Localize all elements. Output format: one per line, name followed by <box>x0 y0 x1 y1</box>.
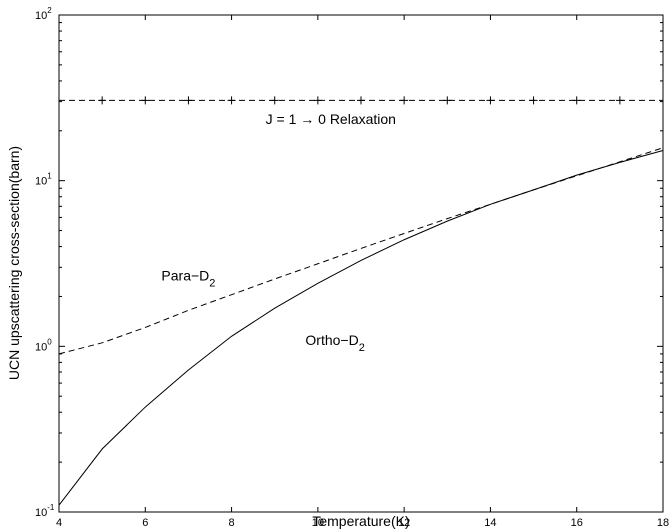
y-tick-base: 10 <box>35 341 47 353</box>
series-group <box>58 99 664 506</box>
x-axis-label: Temperature(K) <box>312 513 409 529</box>
para-d2-line <box>58 147 664 355</box>
plus-marker <box>529 96 538 105</box>
x-tick-label: 16 <box>571 517 583 529</box>
x-tick-label: 18 <box>657 517 669 529</box>
relaxation-post: 0 Relaxation <box>314 111 396 127</box>
plus-marker <box>400 96 409 105</box>
y-tick-exponent: 2 <box>47 6 52 15</box>
y-tick-base: 10 <box>35 10 47 22</box>
y-tick-label: 10-1 <box>35 503 55 519</box>
x-tick-label: 4 <box>56 517 62 529</box>
relaxation-pre: J = 1 <box>266 111 301 127</box>
y-tick-label: 102 <box>35 6 52 22</box>
marker-group <box>98 96 624 105</box>
y-tick-base: 10 <box>35 176 47 188</box>
plus-marker <box>443 96 452 105</box>
plus-marker <box>184 96 193 105</box>
plus-marker <box>227 96 236 105</box>
para-label-main: Para−D <box>161 267 209 283</box>
ortho-label-sub: 2 <box>359 342 365 354</box>
plus-marker <box>98 96 107 105</box>
y-tick-label: 101 <box>35 172 52 188</box>
x-tick-label: 12 <box>398 517 410 529</box>
x-tick-label: 14 <box>484 517 496 529</box>
plus-marker <box>270 96 279 105</box>
para-label-sub: 2 <box>209 277 215 289</box>
plus-marker <box>486 96 495 105</box>
x-tick-labels: 4 6 8 10 12 14 16 18 <box>56 517 669 529</box>
plus-marker <box>615 96 624 105</box>
x-tick-label: 8 <box>229 517 235 529</box>
y-axis-label: UCN upscattering cross-section(barn) <box>6 146 22 380</box>
plus-marker <box>572 96 581 105</box>
relaxation-arrow: → <box>300 111 314 127</box>
ortho-d2-line <box>58 150 664 506</box>
relaxation-annotation: J = 1 → 0 Relaxation <box>266 111 396 127</box>
y-tick-exponent: -1 <box>47 503 55 512</box>
plot-frame <box>58 14 664 513</box>
x-tick-label: 10 <box>312 517 324 529</box>
tick-marks <box>58 14 664 513</box>
plus-marker <box>141 96 150 105</box>
para-d2-annotation: Para−D2 <box>161 267 215 289</box>
y-tick-base: 10 <box>35 507 47 519</box>
plus-marker <box>357 96 365 105</box>
plus-marker <box>313 96 322 105</box>
x-tick-label: 6 <box>142 517 148 529</box>
ortho-d2-annotation: Ortho−D2 <box>305 332 364 354</box>
y-tick-exponent: 0 <box>47 337 52 346</box>
y-tick-label: 100 <box>35 337 52 353</box>
ortho-label-main: Ortho−D <box>305 332 358 348</box>
y-tick-exponent: 1 <box>47 172 52 181</box>
